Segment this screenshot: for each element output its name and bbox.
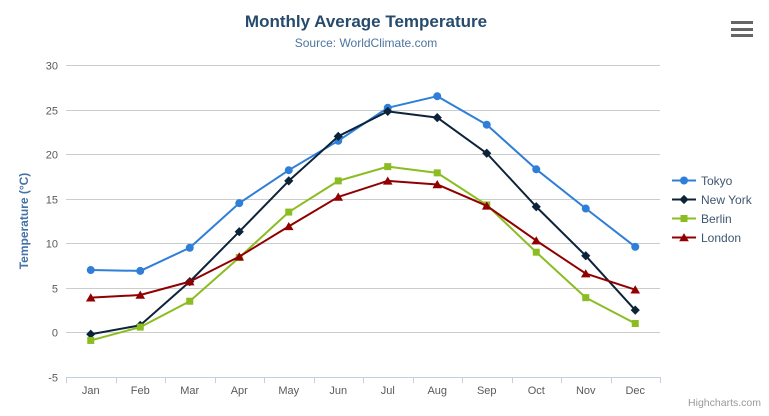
y-axis-label: 15 [46, 195, 58, 207]
y-axis-title: Temperature (°C) [17, 173, 31, 270]
legend-label: New York [701, 192, 752, 207]
data-point-london[interactable] [135, 290, 146, 299]
y-axis-label: 20 [46, 150, 58, 162]
data-point-london[interactable] [234, 252, 245, 261]
data-point-london[interactable] [531, 236, 542, 245]
legend-item-london[interactable]: London [672, 228, 752, 247]
y-axis-label: -5 [48, 373, 58, 385]
x-axis-label: Nov [576, 385, 596, 397]
legend-marker-square-icon [672, 215, 696, 222]
data-point-new-york[interactable] [531, 202, 541, 212]
series-line-berlin [89, 165, 637, 342]
data-point-new-york[interactable] [333, 131, 343, 141]
chart-title: Monthly Average Temperature [244, 12, 488, 31]
data-point-tokyo[interactable] [284, 166, 293, 175]
data-point-london[interactable] [481, 201, 492, 210]
chart-subtitle: Source: WorldClimate.com [294, 36, 438, 50]
x-axis-label: Oct [528, 385, 545, 397]
legend-marker-diamond-icon [672, 194, 696, 205]
y-axis-label: 25 [46, 106, 58, 118]
legend-item-berlin[interactable]: Berlin [672, 209, 752, 228]
legend-label: London [701, 230, 742, 245]
data-point-new-york[interactable] [383, 106, 393, 116]
chart-context-menu-button[interactable] [730, 19, 754, 39]
data-point-tokyo[interactable] [581, 204, 590, 213]
x-axis-label: Mar [180, 385, 199, 397]
x-axis-label: Jun [329, 385, 347, 397]
data-point-tokyo[interactable] [185, 243, 194, 252]
data-point-london[interactable] [85, 293, 96, 302]
data-point-new-york[interactable] [432, 112, 442, 123]
data-point-new-york[interactable] [630, 305, 640, 315]
legend-label: Tokyo [701, 173, 733, 188]
data-point-berlin[interactable] [433, 169, 441, 177]
data-point-london[interactable] [432, 180, 443, 189]
highcharts-credit[interactable]: Highcharts.com [688, 397, 761, 409]
y-axis-label: 10 [46, 239, 58, 251]
data-point-berlin[interactable] [384, 163, 392, 171]
data-point-berlin[interactable] [285, 208, 293, 216]
y-axis-label: 0 [52, 328, 58, 340]
series-line-london [89, 179, 637, 299]
data-point-london[interactable] [333, 192, 344, 201]
series-line-tokyo [89, 95, 637, 272]
x-axis-label: Apr [231, 385, 248, 397]
x-axis-label: Dec [625, 385, 645, 397]
data-point-new-york[interactable] [234, 227, 244, 237]
data-point-tokyo[interactable] [235, 199, 244, 208]
data-point-london[interactable] [630, 285, 641, 294]
data-point-berlin[interactable] [582, 294, 590, 302]
x-axis-label: Jul [381, 385, 395, 397]
data-point-berlin[interactable] [87, 336, 95, 344]
x-axis-label: Sep [477, 385, 497, 397]
data-point-tokyo[interactable] [482, 120, 491, 129]
data-point-berlin[interactable] [334, 177, 342, 185]
legend-item-new-york[interactable]: New York [672, 190, 752, 209]
x-axis-label: Feb [131, 385, 150, 397]
legend-marker-triangle-icon [672, 233, 696, 242]
data-point-tokyo[interactable] [631, 242, 640, 251]
data-point-berlin[interactable] [532, 248, 540, 256]
hamburger-menu-icon [731, 34, 753, 37]
data-point-tokyo[interactable] [136, 266, 145, 275]
data-point-berlin[interactable] [136, 323, 144, 331]
data-point-berlin[interactable] [186, 297, 194, 305]
x-axis-label: Aug [427, 385, 447, 397]
series-line-new-york [89, 110, 637, 336]
data-point-london[interactable] [382, 176, 393, 185]
data-point-new-york[interactable] [482, 148, 492, 158]
data-point-tokyo[interactable] [433, 92, 442, 101]
data-point-london[interactable] [283, 221, 294, 231]
legend-marker-circle-icon [672, 176, 696, 185]
legend-label: Berlin [701, 211, 732, 226]
data-point-london[interactable] [184, 277, 195, 286]
data-point-tokyo[interactable] [532, 165, 541, 174]
data-point-berlin[interactable] [631, 320, 639, 328]
legend-item-tokyo[interactable]: Tokyo [672, 171, 752, 190]
data-point-tokyo[interactable] [86, 266, 95, 275]
chart-legend: Tokyo New York Berlin London [672, 171, 752, 247]
y-axis-label: 30 [46, 61, 58, 73]
data-point-new-york[interactable] [284, 176, 294, 186]
hamburger-menu-icon [731, 27, 753, 31]
data-point-new-york[interactable] [86, 329, 96, 339]
y-axis-label: 5 [52, 284, 58, 296]
x-axis-label: May [278, 385, 299, 397]
hamburger-menu-icon [731, 21, 753, 24]
x-axis-label: Jan [82, 385, 100, 397]
data-point-new-york[interactable] [581, 251, 591, 261]
data-point-london[interactable] [580, 269, 591, 278]
